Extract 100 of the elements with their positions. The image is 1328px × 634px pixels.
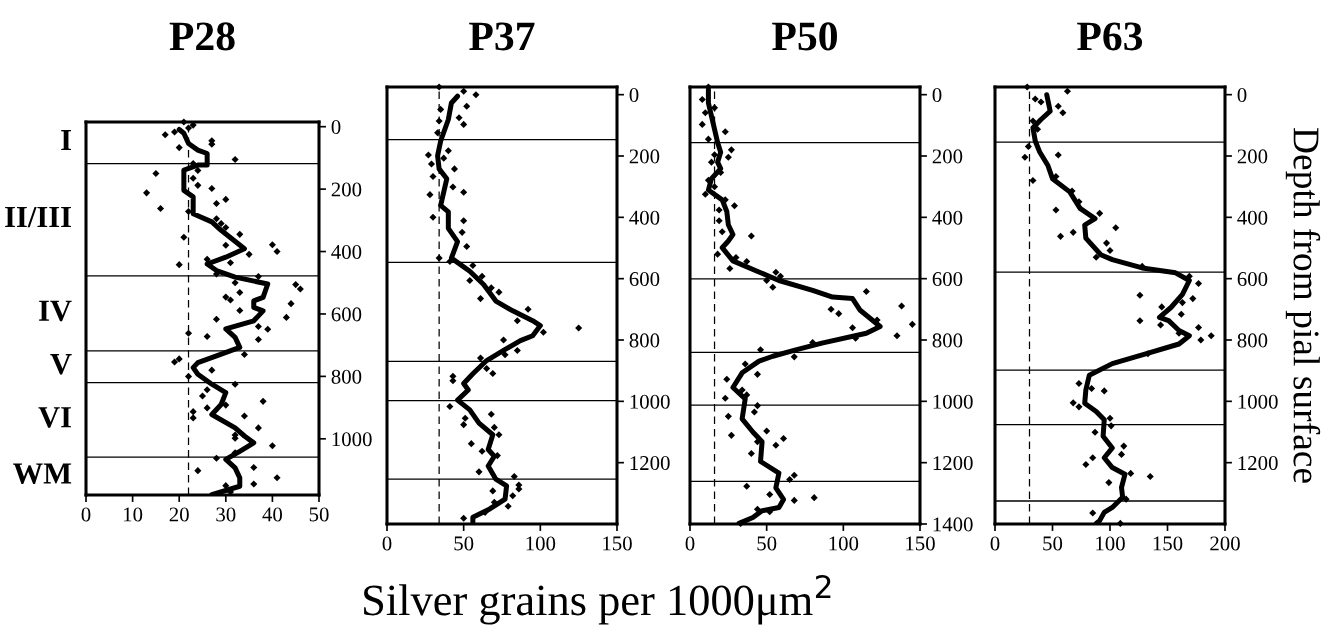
point: [1195, 280, 1203, 288]
text: II/III: [5, 206, 71, 228]
y-tick-label: 800: [1237, 333, 1268, 348]
point: [1052, 206, 1060, 214]
y-tick-label: 600: [331, 307, 362, 322]
y-tick-label: 200: [932, 149, 963, 164]
point: [1063, 87, 1071, 95]
point: [1023, 83, 1031, 91]
text: IV: [39, 300, 72, 322]
point: [1091, 428, 1099, 436]
point: [1029, 117, 1037, 125]
x-tick-label: 30: [216, 507, 236, 522]
point: [1136, 291, 1144, 299]
point: [1157, 321, 1165, 329]
chart-title: P50: [772, 22, 837, 51]
x-tick-label: 40: [262, 507, 283, 522]
x-tick-label: 100: [1096, 536, 1125, 551]
point: [1178, 299, 1186, 307]
point: [1105, 479, 1113, 487]
point: [1075, 403, 1083, 411]
x-tick-label: 150: [906, 536, 935, 551]
point: [1106, 246, 1114, 254]
y-tick-label: 0: [1237, 88, 1247, 103]
point: [1207, 332, 1215, 340]
point: [1195, 323, 1203, 331]
x-tick-label: 0: [685, 536, 695, 551]
point: [1146, 472, 1154, 481]
y-tick-label: 1200: [630, 456, 670, 471]
y-tick-label: 400: [629, 210, 660, 225]
point: [1037, 98, 1045, 106]
y-tick-label: 400: [331, 244, 362, 259]
x-tick-label: 20: [169, 507, 189, 522]
point: [1057, 232, 1065, 240]
point: [1106, 414, 1114, 422]
point: [1054, 151, 1062, 159]
y-tick-label: 800: [331, 369, 362, 384]
x-tick-label: 0: [81, 507, 91, 522]
point: [1103, 239, 1111, 247]
point: [1034, 125, 1042, 133]
y-tick-label: 600: [1237, 272, 1268, 287]
point: [1059, 109, 1067, 117]
point: [1120, 442, 1128, 450]
y-tick-label: 0: [932, 88, 942, 103]
y-tick-label: 1200: [1238, 456, 1278, 471]
point: [1189, 295, 1197, 303]
y-tick-label: 1000: [1238, 394, 1278, 409]
y-tick-label: 400: [1237, 210, 1268, 225]
y-tick-label: 800: [629, 333, 660, 348]
y-tick-label: 800: [932, 333, 963, 348]
point: [1088, 384, 1096, 392]
point: [1100, 387, 1108, 395]
point: [1069, 228, 1077, 236]
point: [1031, 95, 1039, 103]
point: [1096, 209, 1104, 217]
x-tick-label: 150: [603, 536, 632, 551]
y-axis-title: Depth from pial surface: [1285, 128, 1321, 483]
y-tick-label: 1000: [332, 432, 372, 447]
point: [1069, 399, 1077, 407]
point: [1021, 153, 1029, 161]
y-tick-label: 1400: [933, 517, 973, 532]
y-tick-label: 200: [331, 182, 362, 197]
point: [1158, 303, 1166, 311]
text: I: [61, 130, 71, 151]
y-tick-label: 0: [331, 120, 341, 135]
point: [1117, 450, 1126, 458]
y-tick-label: 200: [1237, 149, 1268, 164]
x-tick-label: 0: [382, 536, 392, 551]
y-tick-label: 0: [629, 88, 639, 103]
point: [1107, 422, 1115, 430]
chart-title: P28: [169, 22, 235, 51]
x-tick-label: 100: [829, 536, 859, 551]
y-tick-label: 1000: [933, 394, 973, 409]
x-tick-label: 50: [757, 536, 777, 551]
point: [1197, 336, 1205, 344]
point: [1177, 310, 1185, 318]
y-tick-label: 1000: [630, 394, 670, 409]
point: [1089, 454, 1097, 462]
point: [1029, 176, 1037, 185]
point: [1054, 102, 1062, 110]
y-tick-label: 1200: [933, 456, 973, 471]
text: WM: [13, 463, 72, 484]
x-tick-label: 0: [990, 536, 1000, 551]
point: [1127, 469, 1135, 477]
point: [1116, 519, 1124, 527]
point: [1082, 460, 1090, 469]
x-tick-label: 150: [1153, 536, 1183, 551]
point: [1075, 380, 1083, 388]
y-tick-label: 600: [932, 272, 963, 287]
x-tick-label: 50: [454, 536, 474, 551]
point: [1024, 142, 1032, 151]
point: [1122, 495, 1130, 503]
x-tick-label: 10: [124, 507, 143, 522]
text: VI: [38, 407, 71, 428]
x-tick-label: 50: [1043, 536, 1063, 551]
y-tick-label: 400: [932, 210, 963, 225]
x-tick-label: 50: [309, 507, 329, 522]
point: [1089, 509, 1097, 517]
x-axis-title: Silver grains per 1000μm$^{2}$: [364, 574, 831, 625]
point: [1185, 272, 1193, 280]
y-tick-label: 200: [629, 149, 660, 164]
